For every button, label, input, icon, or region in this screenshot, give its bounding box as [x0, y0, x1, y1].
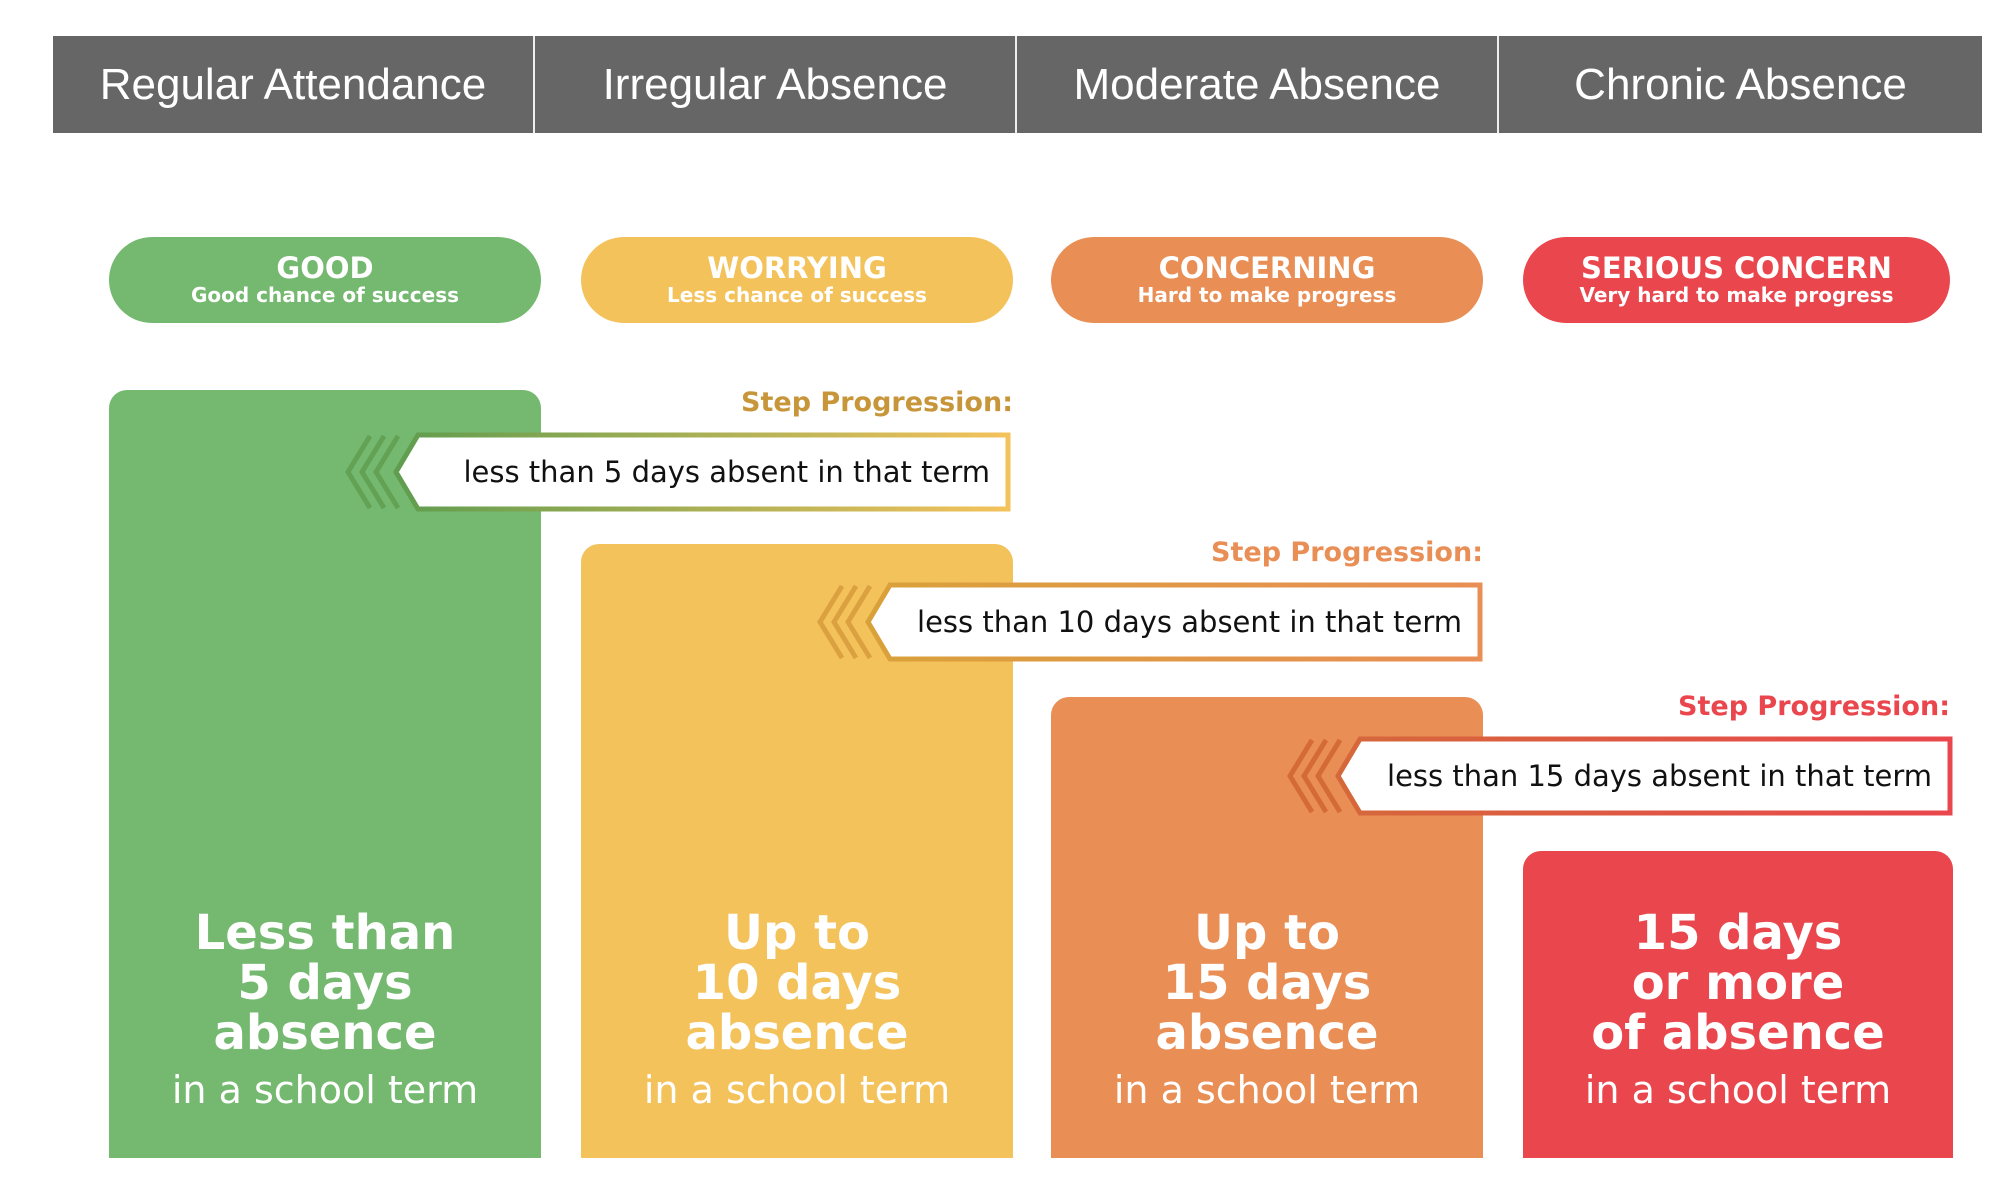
pill-concerning: CONCERNING Hard to make progress — [1051, 237, 1483, 323]
box-line: 5 days — [237, 955, 413, 1011]
step-text: less than 10 days absent in that term — [917, 605, 1462, 639]
box-line: or more — [1631, 955, 1845, 1011]
box-line: absence — [1155, 1005, 1379, 1061]
box-line: 10 days — [692, 955, 902, 1011]
header-irregular-absence: Irregular Absence — [535, 36, 1017, 133]
box-line: Less than — [194, 905, 456, 961]
step-label: Step Progression: — [1211, 537, 1483, 568]
step-callout: less than 15 days absent in that term — [1282, 736, 1954, 816]
box-line: 15 days — [1633, 905, 1843, 961]
box-line: absence — [213, 1005, 437, 1061]
pill-worrying: WORRYING Less chance of success — [581, 237, 1013, 323]
pill-good: GOOD Good chance of success — [109, 237, 541, 323]
pill-subtitle: Very hard to make progress — [1579, 283, 1894, 307]
step-text: less than 5 days absent in that term — [463, 455, 990, 489]
box-line: Up to — [1194, 905, 1340, 961]
pill-subtitle: Hard to make progress — [1137, 283, 1397, 307]
box-sub: in a school term — [171, 1068, 479, 1112]
pill-title: WORRYING — [707, 251, 887, 285]
box-irregular: Up to 10 days absence in a school term — [581, 544, 1013, 1158]
box-chronic: 15 days or more of absence in a school term — [1523, 851, 1953, 1158]
header-regular-attendance: Regular Attendance — [53, 36, 535, 133]
box-line: 15 days — [1162, 955, 1372, 1011]
box-sub: in a school term — [1113, 1068, 1421, 1112]
step-label: Step Progression: — [741, 387, 1013, 418]
box-regular: Less than 5 days absence in a school term — [109, 390, 541, 1158]
pill-subtitle: Less chance of success — [667, 283, 927, 307]
chevrons-arrow-icon — [817, 582, 1483, 662]
header-moderate-absence: Moderate Absence — [1017, 36, 1499, 133]
box-line: Up to — [724, 905, 870, 961]
step-label: Step Progression: — [1678, 691, 1950, 722]
pill-title: CONCERNING — [1158, 251, 1376, 285]
pill-title: SERIOUS CONCERN — [1581, 251, 1892, 285]
box-sub: in a school term — [643, 1068, 951, 1112]
pill-title: GOOD — [276, 251, 374, 285]
box-line: absence — [685, 1005, 909, 1061]
pill-serious-concern: SERIOUS CONCERN Very hard to make progre… — [1523, 237, 1950, 323]
step-callout: less than 10 days absent in that term — [812, 582, 1484, 662]
box-line: of absence — [1591, 1005, 1885, 1061]
box-sub: in a school term — [1584, 1068, 1892, 1112]
pill-subtitle: Good chance of success — [190, 283, 460, 307]
header-chronic-absence: Chronic Absence — [1499, 36, 1982, 133]
chevrons-arrow-icon — [1287, 736, 1953, 816]
step-text: less than 15 days absent in that term — [1387, 759, 1932, 793]
chevrons-arrow-icon — [345, 432, 1011, 512]
step-callout: less than 5 days absent in that term — [340, 432, 1012, 512]
